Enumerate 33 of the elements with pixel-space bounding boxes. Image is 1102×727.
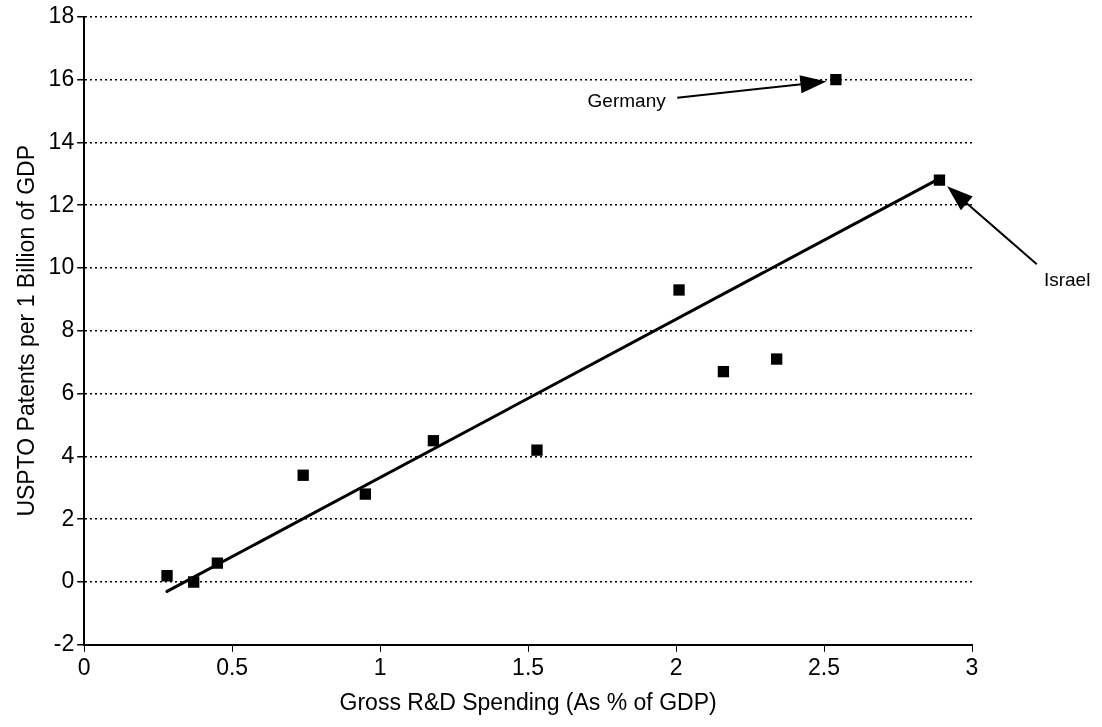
y-tick-label: 0 xyxy=(61,567,75,594)
y-tick-label: 16 xyxy=(48,64,75,91)
y-tick-label: 14 xyxy=(48,127,75,154)
point xyxy=(211,557,224,569)
y-tick-label: 4 xyxy=(61,441,75,468)
point xyxy=(830,73,842,86)
y-tick-label: 18 xyxy=(48,2,75,29)
y-tick-label: 2 xyxy=(61,504,75,531)
point xyxy=(188,576,200,588)
x-tick-label: 1 xyxy=(373,653,387,680)
y-tick-label: -2 xyxy=(53,630,75,657)
point xyxy=(771,353,783,365)
point xyxy=(531,444,543,456)
y-tick-label: 6 xyxy=(61,378,75,405)
point xyxy=(933,174,946,186)
x-tick-label: 3 xyxy=(965,653,979,680)
y-axis-title: USPTO Patents per 1 Billion of GDP xyxy=(13,145,40,517)
x-tick-label: 2.5 xyxy=(808,653,841,680)
y-tick-label: 12 xyxy=(48,190,75,217)
text: Israel xyxy=(1043,268,1091,290)
y-tick-label: 8 xyxy=(61,316,75,343)
point xyxy=(297,469,309,481)
x-tick-label: 1.5 xyxy=(512,653,545,680)
x-tick-label: 0.5 xyxy=(216,653,249,680)
x-tick-label: 2 xyxy=(669,653,683,680)
point xyxy=(717,365,730,378)
y-tick-label: 10 xyxy=(48,253,75,280)
x-axis-title: Gross R&D Spending (As % of GDP) xyxy=(339,688,717,715)
point xyxy=(359,488,371,500)
annotation: Germany xyxy=(587,90,667,112)
point xyxy=(161,570,173,582)
point xyxy=(427,435,440,447)
point xyxy=(673,284,685,296)
